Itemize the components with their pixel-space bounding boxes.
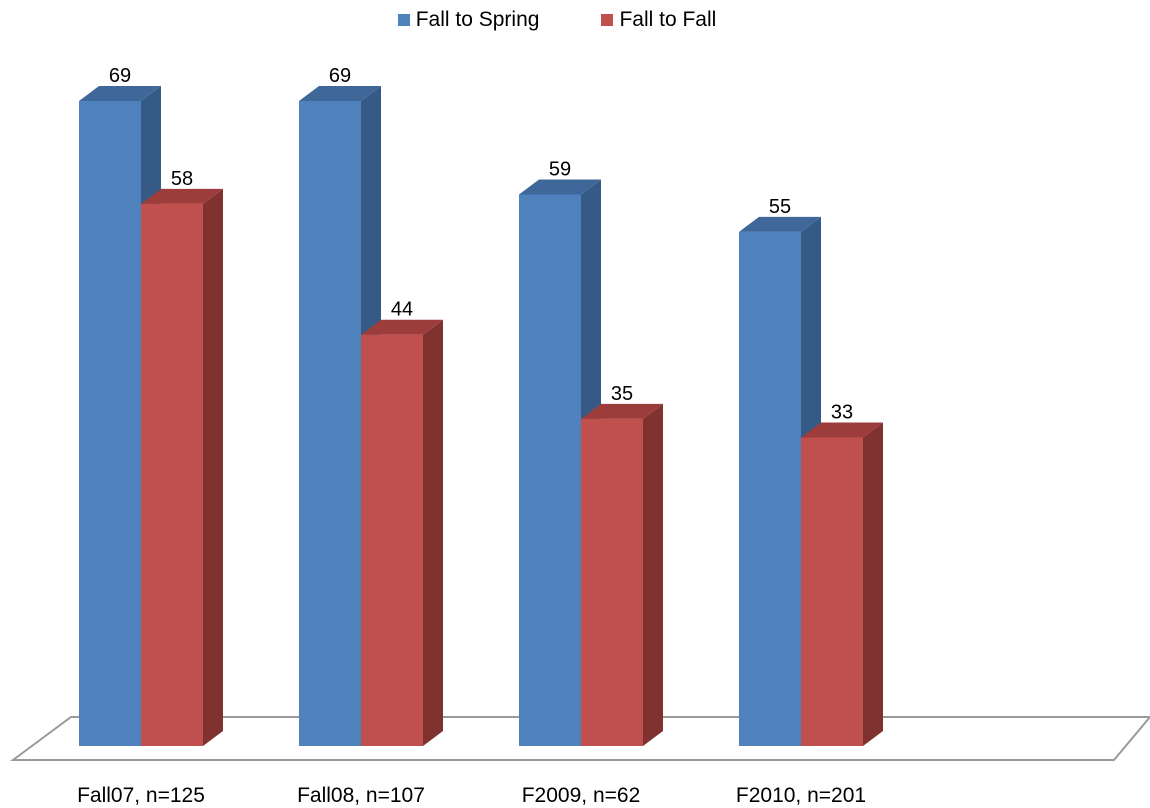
bar-front xyxy=(79,101,141,746)
bar-side xyxy=(863,422,883,746)
bar-fall-to-fall-fall08-n-107 xyxy=(361,319,443,746)
bar-top xyxy=(739,216,821,232)
bar-top xyxy=(801,422,883,438)
bar-fall-to-fall-f2010-n-201 xyxy=(801,422,883,746)
legend-label-fall-to-spring: Fall to Spring xyxy=(415,8,540,31)
legend-swatch-fall-to-fall xyxy=(601,14,614,26)
bar-fall-to-fall-fall07-n-125 xyxy=(141,188,223,747)
bar-front xyxy=(739,231,801,746)
legend-label-fall-to-fall: Fall to Fall xyxy=(619,8,717,31)
x-tick-label-fall07-n-125: Fall07, n=125 xyxy=(77,784,205,807)
bar-top xyxy=(299,86,381,101)
x-tick-label-f2010-n-201: F2010, n=201 xyxy=(736,784,866,807)
bar-side xyxy=(203,188,223,747)
data-label-fall-to-spring-f2009-n-62: 59 xyxy=(549,158,571,180)
bar-fall-to-fall-f2009-n-62 xyxy=(581,403,663,746)
bar-top xyxy=(79,86,161,101)
data-label-fall-to-fall-f2009-n-62: 35 xyxy=(611,383,633,405)
bar-front xyxy=(801,437,863,746)
legend: Fall to Spring Fall to Fall xyxy=(0,8,1132,32)
bar-front xyxy=(361,334,423,746)
bar-front xyxy=(299,101,361,746)
bar-front xyxy=(581,418,643,746)
bar-top xyxy=(519,179,601,195)
bar-side xyxy=(643,403,663,746)
bar-top xyxy=(581,403,663,419)
data-label-fall-to-fall-fall07-n-125: 58 xyxy=(171,168,193,190)
x-tick-label-fall08-n-107: Fall08, n=107 xyxy=(297,784,425,807)
data-label-fall-to-spring-fall07-n-125: 69 xyxy=(109,65,131,87)
legend-swatch-fall-to-spring xyxy=(397,14,410,26)
bar-front xyxy=(519,194,581,746)
data-label-fall-to-spring-f2010-n-201: 55 xyxy=(769,196,791,218)
bar-fall-to-spring-f2010-n-201 xyxy=(739,216,821,746)
bar-side xyxy=(423,319,443,746)
data-label-fall-to-spring-fall08-n-107: 69 xyxy=(329,65,351,87)
data-label-fall-to-fall-fall08-n-107: 44 xyxy=(391,299,413,321)
legend-item-fall-to-fall: Fall to Fall xyxy=(601,8,716,32)
data-label-fall-to-fall-f2010-n-201: 33 xyxy=(831,402,853,424)
bar-front xyxy=(141,203,203,747)
x-tick-label-f2009-n-62: F2009, n=62 xyxy=(522,784,641,807)
bar-top xyxy=(361,319,443,335)
bar-top xyxy=(141,188,223,204)
legend-item-fall-to-spring: Fall to Spring xyxy=(397,8,540,32)
